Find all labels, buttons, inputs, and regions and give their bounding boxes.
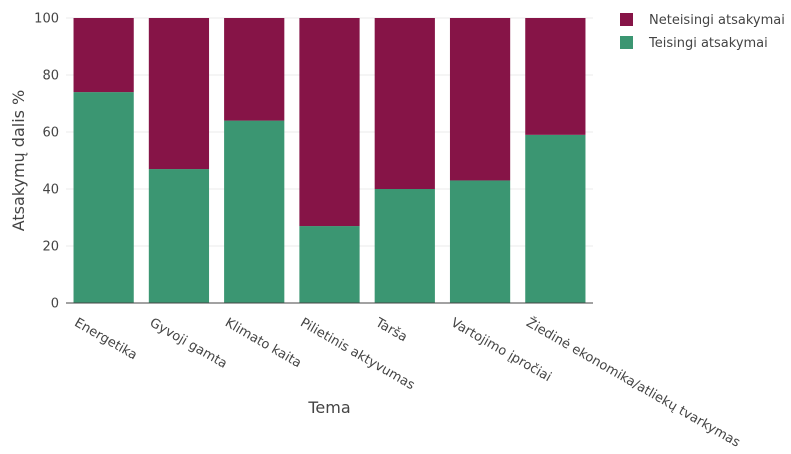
bar-neteisingi-0[interactable] bbox=[73, 18, 134, 93]
bar-neteisingi-5[interactable] bbox=[449, 18, 511, 181]
legend-swatch bbox=[620, 13, 633, 26]
bar-teisingi-0[interactable] bbox=[73, 92, 134, 303]
bars bbox=[73, 18, 586, 303]
bar-neteisingi-2[interactable] bbox=[224, 18, 285, 121]
bar-neteisingi-3[interactable] bbox=[299, 18, 360, 227]
bar-teisingi-4[interactable] bbox=[374, 189, 435, 303]
y-tick-label: 20 bbox=[42, 240, 59, 255]
x-tick-label: Energetika bbox=[72, 315, 140, 363]
x-tick-label: Gyvoji gamta bbox=[147, 315, 230, 371]
bar-teisingi-2[interactable] bbox=[224, 120, 285, 303]
legend-item[interactable]: Neteisingi atsakymai bbox=[620, 13, 785, 28]
bar-teisingi-1[interactable] bbox=[148, 169, 210, 303]
x-axis-title: Tema bbox=[307, 398, 350, 417]
bar-neteisingi-6[interactable] bbox=[525, 18, 586, 135]
y-tick-label: 40 bbox=[42, 183, 59, 198]
legend-label: Neteisingi atsakymai bbox=[649, 13, 785, 28]
bar-teisingi-3[interactable] bbox=[299, 226, 360, 303]
bar-neteisingi-1[interactable] bbox=[148, 18, 210, 170]
bar-teisingi-6[interactable] bbox=[525, 134, 586, 303]
y-tick-label: 100 bbox=[34, 12, 59, 27]
y-tick-label: 60 bbox=[42, 126, 59, 141]
legend-item[interactable]: Teisingi atsakymai bbox=[620, 36, 768, 51]
x-tick-label: Klimato kaita bbox=[222, 315, 304, 371]
legend-label: Teisingi atsakymai bbox=[648, 36, 768, 51]
x-tick-label: Žiedinė ekonomika/atliekų tvarkymas bbox=[523, 315, 743, 450]
y-tick-label: 0 bbox=[51, 297, 59, 312]
bar-teisingi-5[interactable] bbox=[449, 180, 511, 303]
x-tick-label: Tarša bbox=[372, 315, 410, 345]
y-tick-label: 80 bbox=[42, 69, 59, 84]
bar-neteisingi-4[interactable] bbox=[374, 18, 435, 189]
legend-swatch bbox=[620, 36, 633, 49]
y-axis-title: Atsakymų dalis % bbox=[9, 90, 28, 232]
legend[interactable]: Neteisingi atsakymai Teisingi atsakymai bbox=[620, 13, 785, 51]
